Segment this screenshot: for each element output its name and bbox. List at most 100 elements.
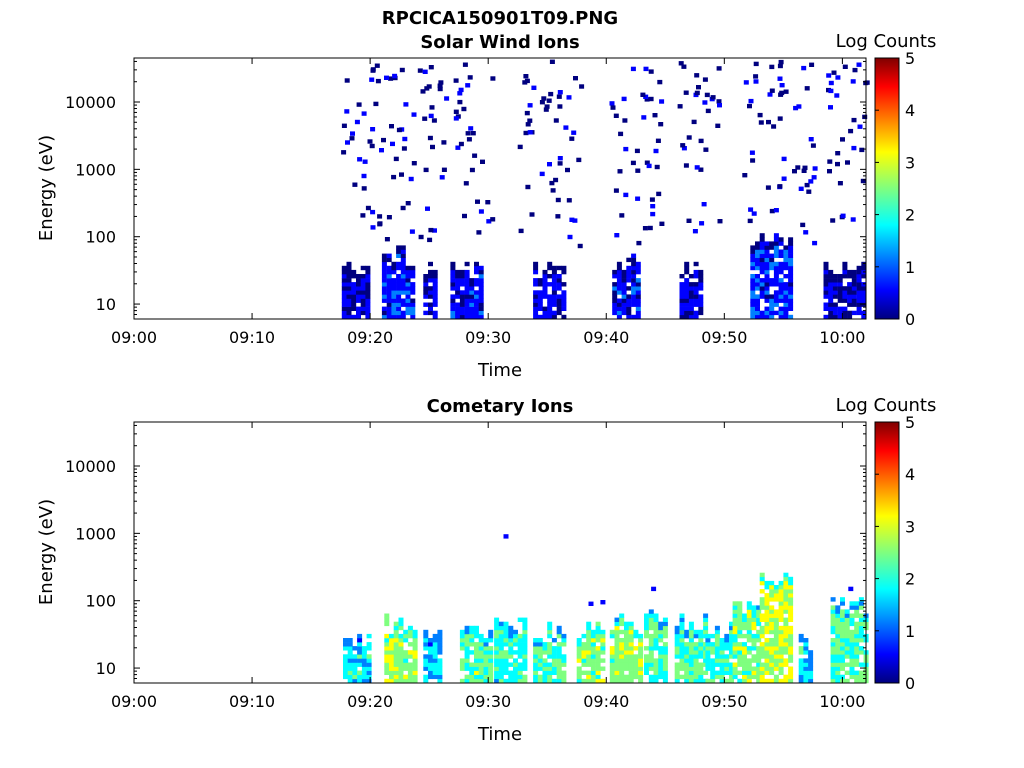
heatmap-cell [341, 265, 347, 271]
heatmap-cell [788, 613, 794, 618]
heatmap-cell [370, 209, 376, 215]
heatmap-cell [850, 217, 856, 222]
heatmap-cell [844, 609, 850, 614]
heatmap-cell [533, 678, 539, 684]
y-tick-label: 10 [96, 295, 116, 314]
heatmap-cell [403, 666, 409, 671]
heatmap-cell [595, 670, 601, 675]
heatmap-cell [847, 269, 853, 275]
heatmap-cell [483, 642, 489, 647]
heatmap-cell [835, 617, 841, 622]
heatmap-cell [764, 609, 770, 614]
heatmap-cell [469, 298, 475, 303]
heatmap-cell [679, 650, 685, 655]
heatmap-cell [462, 62, 468, 67]
heatmap-cell [478, 290, 484, 295]
heatmap-cell [759, 597, 765, 602]
heatmap-cell [410, 274, 416, 279]
heatmap-cell [478, 633, 484, 639]
heatmap-cell [764, 658, 770, 663]
heatmap-cell [769, 646, 775, 651]
heatmap-cell [628, 642, 634, 647]
heatmap-cell [561, 654, 567, 659]
heatmap-cell [635, 310, 641, 316]
heatmap-cell [844, 678, 850, 684]
heatmap-cell [478, 306, 484, 311]
heatmap-cell [522, 666, 528, 671]
heatmap-cell [522, 678, 528, 684]
heatmap-cell [764, 310, 770, 316]
heatmap-cell [464, 642, 470, 647]
heatmap-cell [773, 253, 779, 258]
colorbar-tick-label: 5 [905, 413, 915, 432]
heatmap-cell [357, 678, 363, 684]
heatmap-cell [384, 666, 390, 671]
heatmap-cell [366, 654, 372, 659]
heatmap-cell [698, 167, 704, 172]
heatmap-cell [844, 625, 850, 631]
heatmap-cell [508, 662, 514, 667]
heatmap-cell [556, 294, 562, 299]
heatmap-cell [614, 674, 620, 680]
heatmap-cell [840, 646, 845, 651]
heatmap-cell [778, 249, 784, 254]
heatmap-cell [778, 589, 784, 594]
colorbar [874, 57, 900, 320]
heatmap-cell [517, 646, 523, 651]
heatmap-cell [386, 269, 392, 275]
heatmap-cell [365, 274, 371, 279]
heatmap-cell [614, 662, 620, 667]
heatmap-cell [595, 674, 601, 680]
heatmap-cell [856, 269, 862, 275]
heatmap-cell [474, 642, 479, 647]
heatmap-cell [464, 650, 470, 655]
colorbar-label: Log Counts [836, 31, 937, 52]
heatmap-cell [674, 650, 680, 655]
heatmap-cell [407, 629, 413, 635]
heatmap-cell [783, 650, 789, 655]
heatmap-cell [638, 658, 644, 663]
heatmap-cell [488, 658, 494, 663]
heatmap-cell [849, 617, 855, 622]
heatmap-cell [783, 617, 789, 622]
heatmap-cell [830, 609, 836, 614]
heatmap-cell [842, 269, 848, 275]
heatmap-cell [748, 98, 754, 104]
heatmap-cell [679, 294, 685, 299]
heatmap-cell [553, 177, 559, 183]
heatmap-cell [680, 143, 686, 148]
heatmap-cell [410, 265, 416, 271]
heatmap-cell [547, 294, 553, 299]
heatmap-cell [764, 654, 770, 659]
heatmap-cell [732, 646, 738, 651]
heatmap-cell [494, 642, 500, 647]
heatmap-cell [778, 310, 784, 316]
heatmap-cell [459, 298, 465, 303]
heatmap-cell [643, 66, 649, 72]
heatmap-cell [498, 654, 504, 659]
heatmap-cell [522, 658, 528, 663]
heatmap-cell [803, 658, 809, 663]
heatmap-cell [856, 286, 862, 291]
heatmap-cell [773, 646, 779, 651]
heatmap-cell [764, 253, 770, 258]
heatmap-cell [644, 666, 649, 671]
heatmap-cell [384, 650, 390, 655]
heatmap-cell [783, 245, 789, 250]
heatmap-cell [384, 237, 390, 242]
heatmap-cell [361, 173, 367, 179]
y-axis-label: Energy (eV) [36, 135, 57, 241]
heatmap-cell [365, 310, 371, 316]
heatmap-cell [828, 88, 834, 94]
heatmap-cell [692, 229, 698, 234]
heatmap-cell [475, 199, 480, 204]
heatmap-cell [494, 678, 500, 684]
heatmap-cell [513, 642, 518, 647]
heatmap-cell [788, 278, 794, 283]
heatmap-cell [586, 670, 592, 675]
heatmap-cell [837, 310, 843, 316]
heatmap-cell [361, 186, 367, 191]
heatmap-cell [756, 654, 762, 659]
heatmap-cell [759, 278, 765, 283]
heatmap-cell [619, 213, 625, 218]
